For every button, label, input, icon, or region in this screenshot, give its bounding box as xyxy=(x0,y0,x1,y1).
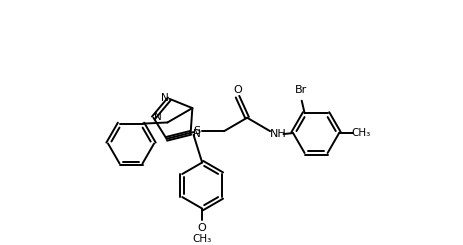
Text: CH₃: CH₃ xyxy=(192,234,211,244)
Text: S: S xyxy=(193,126,200,136)
Text: Br: Br xyxy=(294,85,306,95)
Text: O: O xyxy=(197,223,206,233)
Text: O: O xyxy=(232,85,241,95)
Text: N: N xyxy=(192,129,200,139)
Text: CH₃: CH₃ xyxy=(351,128,370,138)
Text: N: N xyxy=(160,93,168,103)
Text: NH: NH xyxy=(269,129,286,139)
Text: N: N xyxy=(154,112,162,122)
